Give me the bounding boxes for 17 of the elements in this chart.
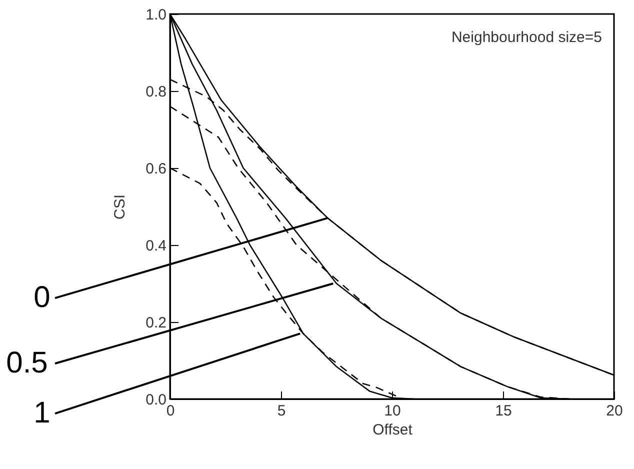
annotation: 1 xyxy=(34,396,50,430)
x-tick-label: 15 xyxy=(495,402,512,420)
y-axis-title: CSI xyxy=(112,194,129,220)
x-tick-label: 0 xyxy=(166,402,175,420)
y-tick-label: 0.2 xyxy=(146,314,166,332)
x-axis-title: Offset xyxy=(372,422,414,438)
text: Neighbourhood size=5 xyxy=(451,29,602,46)
y-tick-label: 0.4 xyxy=(146,238,166,254)
y-tick-label: 0.6 xyxy=(146,160,166,178)
annotation: 0 xyxy=(34,281,50,314)
y-tick-label: 1.0 xyxy=(146,6,166,24)
annotation: 0.5 xyxy=(6,346,48,380)
x-tick-label: 5 xyxy=(277,402,286,420)
y-tick-label: 0.8 xyxy=(146,84,166,100)
y-tick-label: 0.0 xyxy=(146,392,166,408)
x-tick-label: 20 xyxy=(606,402,623,420)
x-tick-label: 10 xyxy=(384,402,401,420)
